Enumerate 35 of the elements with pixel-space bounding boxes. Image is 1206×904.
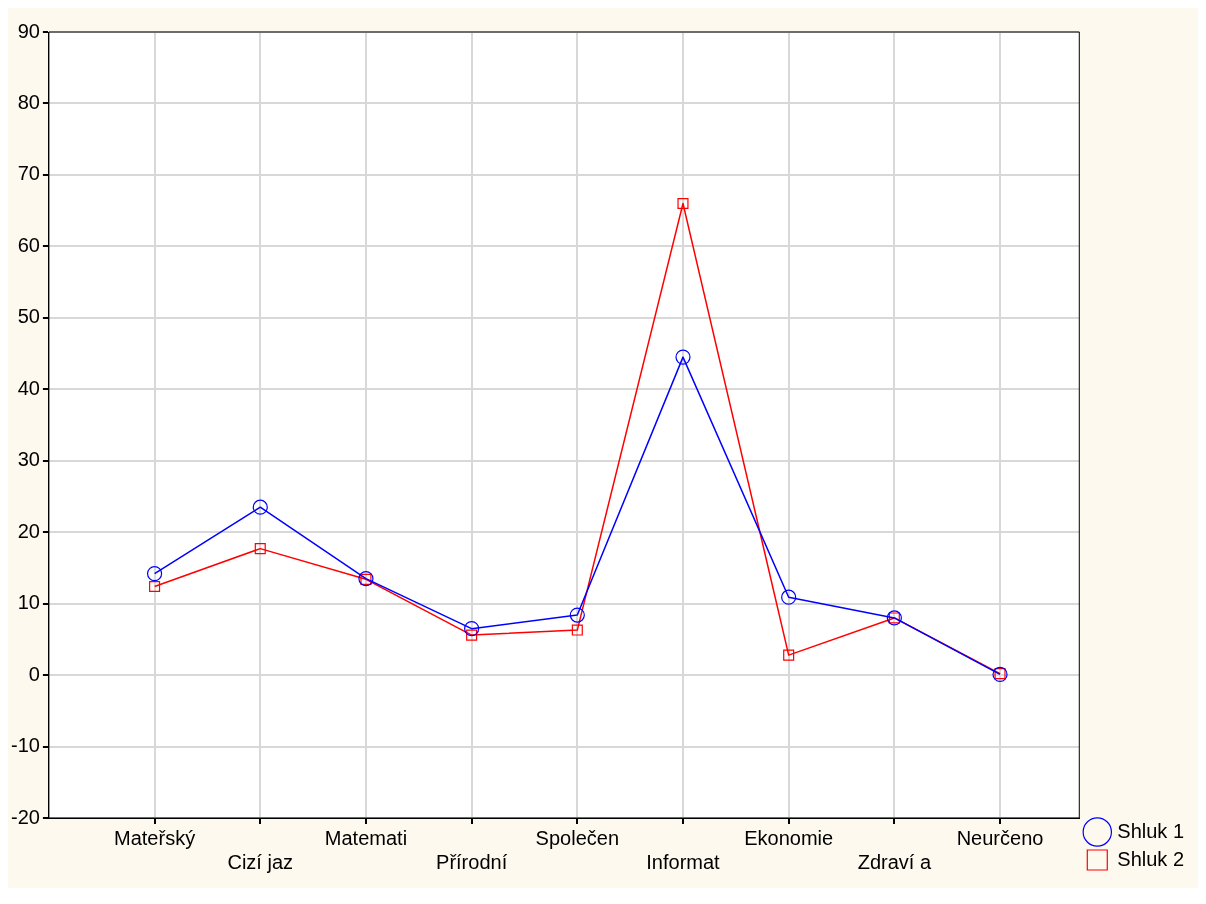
point xyxy=(254,543,266,555)
x-tick-label: Společen xyxy=(535,826,620,849)
point xyxy=(783,649,795,661)
legend-label: Shluk 1 xyxy=(1117,819,1185,842)
point xyxy=(252,499,268,515)
x-tick-label: Neurčeno xyxy=(956,826,1044,849)
point xyxy=(675,349,691,365)
legend-label: Shluk 2 xyxy=(1117,847,1185,870)
point xyxy=(569,607,585,623)
point xyxy=(146,566,163,582)
x-tick-label: Mateřský xyxy=(114,826,196,849)
y-tick-label: 0 xyxy=(28,662,40,685)
point xyxy=(464,621,480,637)
point xyxy=(466,629,478,641)
x-tick-label: Přírodní xyxy=(436,850,508,873)
x-tick-label: Matemati xyxy=(324,826,408,849)
y-tick-label: 20 xyxy=(17,519,40,542)
y-tick-label: 80 xyxy=(17,90,40,113)
y-tick-label: 70 xyxy=(17,162,40,185)
point xyxy=(149,580,161,593)
y-tick-label: 10 xyxy=(17,591,40,614)
y-tick-label: -20 xyxy=(11,805,40,828)
x-tick-label: Cizí jaz xyxy=(227,850,294,873)
x-tick-label: Informat xyxy=(646,850,721,873)
point xyxy=(781,589,797,605)
y-tick-label: 30 xyxy=(17,448,40,471)
y-tick-label: 50 xyxy=(17,305,40,328)
point xyxy=(571,624,583,636)
point xyxy=(677,197,689,210)
y-tick-label: 40 xyxy=(17,376,40,399)
x-tick-label: Zdraví a xyxy=(857,850,932,873)
x-tick-label: Ekonomie xyxy=(744,826,834,849)
y-tick-label: 60 xyxy=(17,233,40,256)
y-tick-label: 90 xyxy=(17,19,40,42)
y-tick-label: -10 xyxy=(11,734,40,757)
